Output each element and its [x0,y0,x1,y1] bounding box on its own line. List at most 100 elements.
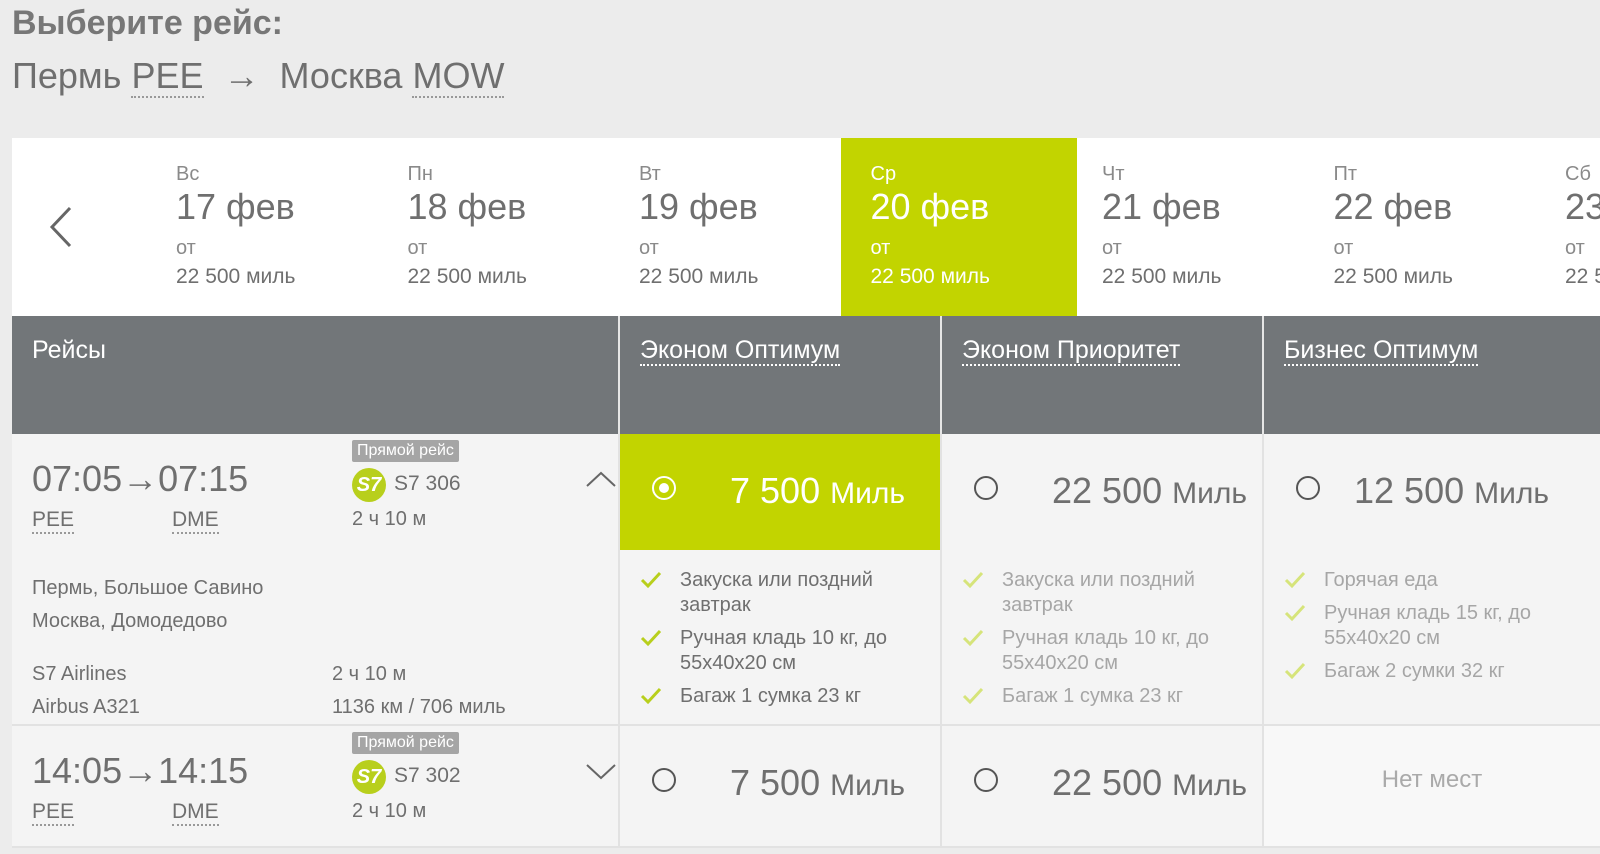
fare-cell-economy-optimum: 7 500 Миль [618,726,940,846]
fare-feature: Багаж 2 сумки 32 кг [1284,659,1590,684]
fare-feature: Багаж 1 сумка 23 кг [640,684,930,709]
date-from: от [176,237,196,259]
flight-row: 14:05→14:15 PEE DME Прямой рейс S7 S7 30… [12,726,1600,848]
fare-cell-economy-optimum: 7 500 Миль Закуска или поздний завтрак Р… [618,434,940,724]
fare-feature: Ручная кладь 15 кг, до 55x40x20 см [1284,601,1590,651]
prev-dates-button[interactable] [42,202,78,252]
flight-times: 07:05→07:15 [32,458,249,499]
page-title: Выберите рейс: [12,4,283,42]
fare-option[interactable]: 22 500 Миль [942,434,1262,550]
date-option[interactable]: Вс 17 фев от 22 500 миль [146,138,382,316]
collapse-button[interactable] [584,468,618,490]
dest-code[interactable]: MOW [412,55,505,98]
fare-header-economy-optimum[interactable]: Эконом Оптимум [618,316,940,434]
date-day: 19 фев [639,186,758,227]
fare-feature: Закуска или поздний завтрак [962,568,1252,618]
dest-city: Москва [279,55,403,96]
radio-icon[interactable] [974,768,998,792]
flight-number: S7 302 [394,764,461,787]
fare-cell-economy-priority: 22 500 Миль Закуска или поздний завтрак … [940,434,1262,724]
route: Пермь PEE → Москва MOW [12,52,505,100]
expand-button[interactable] [584,760,618,782]
origin-code[interactable]: PEE [131,55,204,98]
date-dow: Ср [870,163,897,185]
date-option[interactable]: Вт 19 фев от 22 500 миль [609,138,845,316]
fare-option[interactable]: 12 500 Миль [1264,434,1600,550]
fare-option[interactable]: 22 500 Миль [942,726,1262,842]
fare-feature: Закуска или поздний завтрак [640,568,930,618]
departure-airport-code[interactable]: PEE [32,508,75,534]
date-option[interactable]: Пн 18 фев от 22 500 миль [378,138,614,316]
arrow-right-icon: → [122,750,159,791]
fare-price: 22 500 Миль [1052,470,1248,511]
fare-option[interactable]: 7 500 Миль [620,726,940,842]
radio-icon[interactable] [974,476,998,500]
date-day: 18 фев [407,186,527,227]
flight-duration: 2 ч 10 м [352,508,427,530]
fare-cell-business-optimum: Нет мест [1262,726,1600,846]
date-day: 20 фев [870,186,990,227]
date-from: от [407,237,428,259]
checkmark-icon [962,629,984,647]
flight-times: 14:05→14:15 [32,750,249,791]
arrow-right-icon: → [122,458,159,499]
fare-feature: Ручная кладь 10 кг, до 55x40x20 см [962,626,1252,676]
fare-feature: Багаж 1 сумка 23 кг [962,684,1252,709]
date-option[interactable]: Чт 21 фев от 22 500 миль [1072,138,1308,316]
date-price: 22 500 миль [870,265,990,288]
flights-column-header: Рейсы [32,336,106,364]
no-seats-label: Нет мест [1381,766,1483,793]
date-selector: Вс 17 фев от 22 500 миль Пн 18 фев от 22 500 ми… [12,138,1600,316]
date-price: 22 500 миль [1565,265,1600,288]
fare-header-business-optimum[interactable]: Бизнес Оптимум [1262,316,1600,434]
flight-duration: 2 ч 10 м [352,800,427,822]
arrival-airport-name: Москва, Домодедово [32,610,228,632]
checkmark-icon [962,687,984,705]
date-price: 22 500 миль [1333,265,1453,288]
checkmark-icon [640,571,662,589]
page-header: Выберите рейс: Пермь PEE → Москва MOW [12,0,505,100]
route-arrow-icon: → [223,55,260,96]
date-day: 21 фев [1102,186,1221,227]
chevron-up-icon [586,471,616,487]
date-day: 22 фев [1333,186,1453,227]
flight-number: S7 306 [394,472,461,495]
date-day: 23 фев [1565,186,1600,227]
table-header: Рейсы Эконом Оптимум Эконом Приоритет Би… [12,316,1600,434]
fare-cell-business-optimum: 12 500 Миль Горячая еда Ручная кладь 15 … [1262,434,1600,724]
radio-icon[interactable] [1296,476,1320,500]
departure-airport-name: Пермь, Большое Савино [32,577,264,599]
checkmark-icon [640,687,662,705]
aircraft-type: Airbus A321 [32,696,140,718]
date-option[interactable]: Пт 22 фев от 22 500 миль [1304,138,1540,316]
radio-icon[interactable] [652,768,676,792]
s7-airline-logo-icon: S7 [352,468,386,502]
fare-header-economy-priority[interactable]: Эконом Приоритет [940,316,1262,434]
date-price: 22 500 миль [1102,265,1222,288]
arrival-airport-code[interactable]: DME [172,800,219,826]
date-dow: Вт [639,163,661,185]
checkmark-icon [1284,571,1306,589]
chevron-left-icon [49,206,72,248]
date-option[interactable]: Ср 20 фев от 22 500 миль [840,138,1077,316]
fare-features: Горячая еда Ручная кладь 15 кг, до 55x40… [1284,568,1590,692]
date-from: от [1333,237,1354,259]
fare-option[interactable]: 7 500 Миль [620,434,940,550]
checkmark-icon [640,629,662,647]
date-dow: Пн [407,163,433,185]
date-from: от [1565,237,1585,259]
checkmark-icon [1284,604,1306,622]
s7-airline-logo-icon: S7 [352,760,386,794]
flights-table: Рейсы Эконом Оптимум Эконом Приоритет Би… [12,316,1600,848]
date-price: 22 500 миль [176,265,296,288]
date-dow: Пт [1333,163,1358,185]
fare-price: 22 500 Миль [1052,762,1248,803]
date-price: 22 500 миль [407,265,527,288]
arrival-airport-code[interactable]: DME [172,508,219,534]
departure-airport-code[interactable]: PEE [32,800,75,826]
date-dow: Вс [176,163,200,185]
date-from: от [639,237,659,259]
radio-selected-icon[interactable] [652,476,676,500]
fare-features: Закуска или поздний завтрак Ручная кладь… [962,568,1252,717]
